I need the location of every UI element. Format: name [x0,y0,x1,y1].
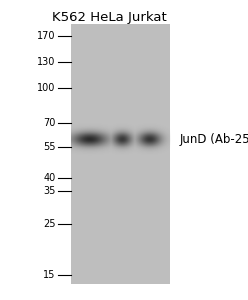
Text: JunD (Ab-255): JunD (Ab-255) [180,133,248,146]
Text: 55: 55 [43,142,56,152]
Bar [71,24,170,284]
Text: 15: 15 [43,269,56,280]
Text: 40: 40 [44,173,56,183]
Text: 100: 100 [37,83,56,93]
Text: 25: 25 [43,219,56,229]
Text: 170: 170 [37,31,56,41]
Text: 35: 35 [43,186,56,196]
Text: K562 HeLa Jurkat: K562 HeLa Jurkat [52,11,166,23]
Text: 70: 70 [43,118,56,128]
Text: 130: 130 [37,57,56,68]
